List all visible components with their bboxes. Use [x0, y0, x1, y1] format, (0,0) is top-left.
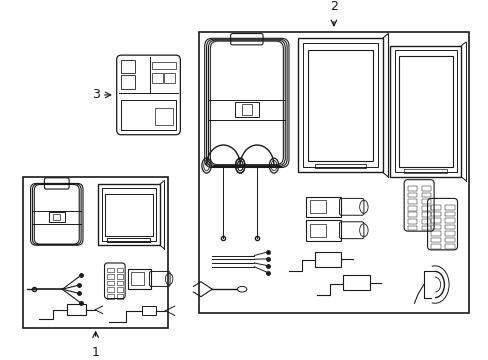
Bar [155, 108, 172, 125]
Bar [117, 287, 123, 292]
Bar [164, 73, 175, 83]
Bar [421, 206, 430, 211]
Text: 3: 3 [92, 89, 100, 102]
Bar [445, 205, 454, 210]
Bar [235, 102, 258, 117]
Bar [67, 304, 85, 315]
Bar [117, 274, 123, 279]
Bar [421, 212, 430, 217]
Bar [430, 244, 440, 249]
Bar [107, 281, 114, 285]
Bar [104, 194, 153, 236]
Bar [421, 186, 430, 191]
Bar [421, 199, 430, 204]
Bar [53, 214, 61, 220]
Bar [315, 252, 341, 267]
Bar [430, 225, 440, 229]
Bar [407, 199, 416, 204]
Bar [407, 206, 416, 211]
Bar [199, 32, 468, 312]
Bar [407, 219, 416, 224]
Bar [128, 269, 151, 289]
Bar [445, 244, 454, 249]
Bar [421, 226, 430, 230]
Bar [430, 231, 440, 236]
Bar [303, 43, 377, 167]
Bar [445, 212, 454, 216]
Bar [407, 193, 416, 197]
Bar [421, 193, 430, 197]
Bar [309, 224, 326, 237]
Bar [394, 50, 456, 172]
Bar [241, 104, 251, 114]
Bar [389, 46, 460, 177]
Bar [107, 238, 150, 242]
Bar [407, 212, 416, 217]
Bar [117, 268, 123, 273]
Bar [121, 100, 175, 130]
Bar [117, 281, 123, 285]
Bar [445, 225, 454, 229]
Bar [102, 188, 156, 242]
Text: 1: 1 [91, 346, 100, 359]
Bar [107, 268, 114, 273]
Bar [445, 238, 454, 242]
Bar [23, 177, 168, 328]
Bar [430, 212, 440, 216]
Bar [107, 294, 114, 298]
Bar [121, 75, 135, 89]
Bar [121, 60, 135, 73]
Bar [151, 73, 162, 83]
Bar [117, 294, 123, 298]
Bar [430, 238, 440, 242]
Bar [430, 218, 440, 223]
Bar [404, 169, 446, 173]
Bar [307, 50, 372, 161]
Bar [130, 273, 143, 285]
Bar [298, 38, 382, 172]
Bar [49, 212, 64, 222]
Bar [445, 231, 454, 236]
Bar [445, 218, 454, 223]
Text: 2: 2 [329, 0, 337, 13]
Bar [107, 287, 114, 292]
Bar [142, 306, 156, 315]
Bar [407, 186, 416, 191]
Bar [430, 205, 440, 210]
Bar [309, 200, 326, 213]
Bar [98, 184, 160, 245]
Bar [305, 220, 341, 240]
Bar [398, 56, 452, 167]
Bar [407, 226, 416, 230]
Bar [107, 274, 114, 279]
Bar [151, 62, 176, 69]
Bar [343, 275, 369, 290]
Bar [315, 164, 365, 168]
Bar [421, 219, 430, 224]
Bar [305, 197, 341, 217]
